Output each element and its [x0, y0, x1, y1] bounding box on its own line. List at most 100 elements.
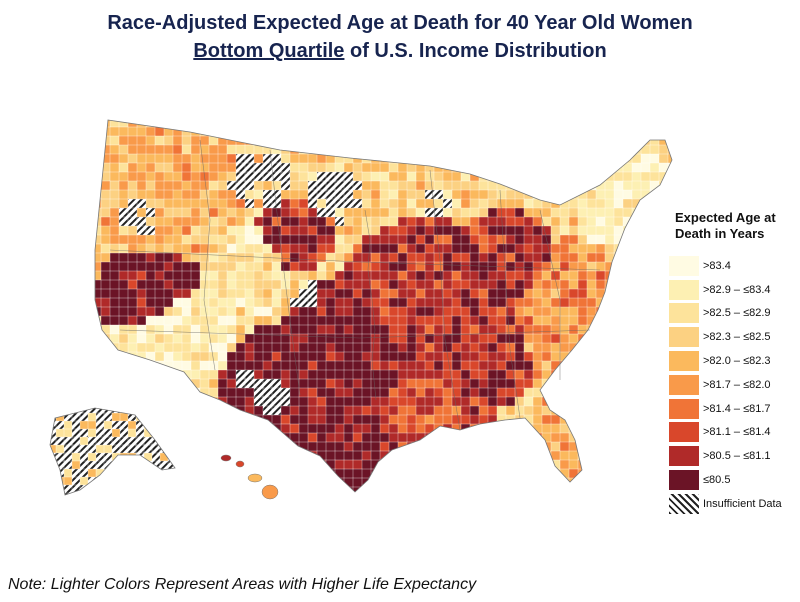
county-cell — [460, 441, 471, 452]
county-cell — [199, 414, 210, 425]
county-cell — [244, 378, 255, 389]
county-cell — [163, 333, 174, 344]
county-cell — [63, 452, 73, 462]
county-cell — [307, 288, 318, 299]
county-cell — [136, 270, 147, 281]
county-cell — [253, 243, 264, 254]
county-cell — [568, 288, 579, 299]
county-cell — [586, 171, 597, 182]
county-cell — [505, 162, 516, 173]
county-cell — [136, 234, 147, 245]
county-cell — [253, 198, 264, 209]
county-cell — [334, 207, 345, 218]
county-cell — [244, 270, 255, 281]
county-cell — [658, 414, 669, 425]
county-cell — [118, 315, 129, 326]
county-cell — [176, 485, 184, 493]
county-cell — [63, 408, 73, 414]
county-cell — [568, 198, 579, 209]
county-cell — [379, 315, 390, 326]
county-cell — [586, 216, 597, 227]
county-cell — [159, 412, 169, 422]
county-cell — [79, 444, 89, 454]
county-cell — [595, 243, 606, 254]
county-cell — [424, 432, 435, 443]
county-cell — [622, 450, 633, 461]
county-cell — [352, 243, 363, 254]
county-cell — [631, 387, 642, 398]
county-cell — [415, 297, 426, 308]
county-cell — [604, 468, 615, 479]
county-cell — [100, 216, 111, 227]
hawaii-island — [220, 454, 232, 462]
county-cell — [163, 120, 174, 128]
county-cell — [649, 468, 660, 479]
county-cell — [55, 428, 65, 438]
county-cell — [478, 279, 489, 290]
county-cell — [514, 189, 525, 200]
county-cell — [649, 135, 660, 146]
county-cell — [118, 135, 129, 146]
county-cell — [640, 261, 651, 272]
county-cell — [577, 369, 588, 380]
county-cell — [298, 360, 309, 371]
county-cell — [352, 324, 363, 335]
county-cell — [190, 333, 201, 344]
county-cell — [649, 234, 660, 245]
county-cell — [658, 252, 669, 263]
county-cell — [100, 189, 111, 200]
county-cell — [433, 180, 444, 191]
county-cell — [109, 216, 120, 227]
county-cell — [50, 476, 57, 486]
county-cell — [433, 459, 444, 470]
county-cell — [406, 342, 417, 353]
county-cell — [442, 243, 453, 254]
county-cell — [95, 288, 102, 299]
county-cell — [496, 369, 507, 380]
county-cell — [289, 414, 300, 425]
county-cell — [280, 207, 291, 218]
county-cell — [388, 378, 399, 389]
county-cell — [289, 342, 300, 353]
county-cell — [199, 234, 210, 245]
county-cell — [95, 476, 105, 486]
county-cell — [559, 486, 570, 492]
county-cell — [280, 288, 291, 299]
county-cell — [424, 414, 435, 425]
county-cell — [118, 180, 129, 191]
county-cell — [604, 342, 615, 353]
county-cell — [532, 180, 543, 191]
county-cell — [244, 342, 255, 353]
county-cell — [190, 288, 201, 299]
county-cell — [145, 180, 156, 191]
county-cell — [253, 387, 264, 398]
county-cell — [163, 198, 174, 209]
county-cell — [361, 405, 372, 416]
county-cell — [379, 378, 390, 389]
county-cell — [352, 126, 363, 137]
county-cell — [95, 486, 102, 492]
county-cell — [163, 369, 174, 380]
county-cell — [460, 477, 471, 488]
county-cell — [640, 216, 651, 227]
county-cell — [226, 306, 237, 317]
county-cell — [136, 396, 147, 407]
county-cell — [151, 492, 161, 495]
county-cell — [63, 436, 73, 446]
county-cell — [496, 153, 507, 164]
county-cell — [595, 279, 606, 290]
county-cell — [111, 468, 121, 478]
county-cell — [658, 351, 669, 362]
county-cell — [442, 333, 453, 344]
county-cell — [478, 468, 489, 479]
county-cell — [109, 324, 120, 335]
county-cell — [397, 423, 408, 434]
county-cell — [334, 126, 345, 137]
county-cell — [613, 225, 624, 236]
county-cell — [451, 198, 462, 209]
county-cell — [118, 261, 129, 272]
county-cell — [550, 432, 561, 443]
county-cell — [523, 234, 534, 245]
county-cell — [397, 270, 408, 281]
county-cell — [397, 360, 408, 371]
